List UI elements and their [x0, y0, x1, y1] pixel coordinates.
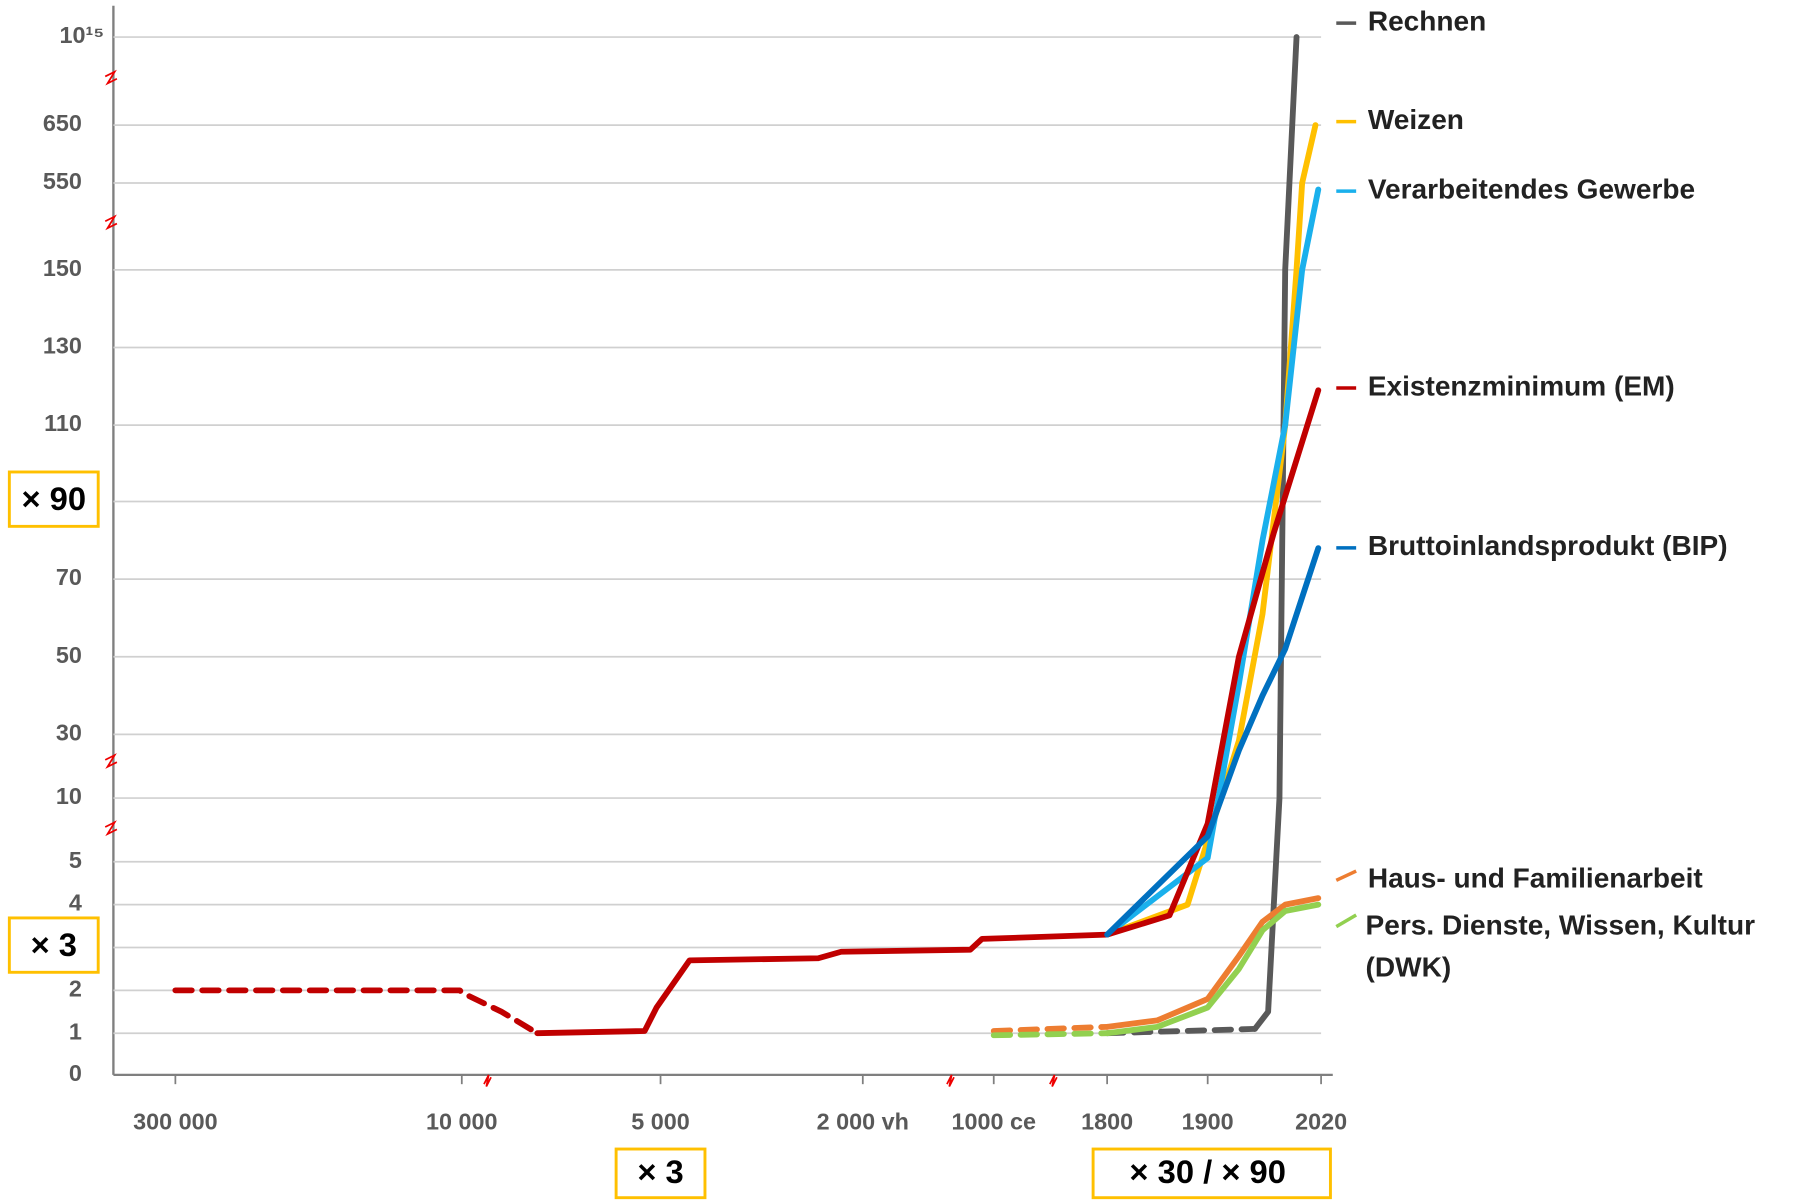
- series-line: [1104, 545, 1322, 938]
- y-tick-label: 650: [43, 110, 82, 136]
- series-line: [1104, 186, 1322, 938]
- y-tick-label: 110: [44, 410, 82, 436]
- legend-entry-wrap: Pers. Dienste, Wissen, Kultur (DWK): [1365, 910, 1756, 984]
- x-tick-label: 2020: [1295, 1109, 1347, 1135]
- x-tick-label: 1800: [1081, 1109, 1133, 1135]
- y-tick-label: 5: [69, 847, 82, 873]
- plot: 0 1 2 × 3 4 5 10 30 50 70 × 90 110 130 150 550 650 10¹⁵ 3…: [7, 6, 1756, 1200]
- series-line: [1104, 122, 1319, 938]
- annotation: × 3: [637, 1154, 683, 1190]
- x-tick-label: 300 000: [133, 1109, 217, 1135]
- x-tick-label: 2 000 vh: [817, 1109, 909, 1135]
- y-tick-label: 30: [56, 720, 82, 746]
- series-line: [172, 987, 541, 1037]
- axis-break: [104, 69, 118, 86]
- y-tick-label: 1: [69, 1018, 82, 1044]
- series-line: [990, 1023, 1111, 1034]
- y-tick-label: 550: [43, 168, 82, 194]
- y-tick-label: 130: [43, 333, 82, 359]
- axis-break: [483, 1074, 492, 1087]
- axis-break: [946, 1074, 955, 1087]
- y-tick-label: × 90: [21, 481, 86, 517]
- y-tick-label: 4: [69, 890, 82, 916]
- annotation: × 30 / × 90: [1129, 1154, 1286, 1190]
- series-line: [534, 387, 1322, 1037]
- y-tick-label: 2: [69, 976, 82, 1002]
- y-tick-label: 10¹⁵: [59, 22, 104, 48]
- y-tick-label: 0: [69, 1060, 82, 1086]
- legend-label: Weizen: [1368, 104, 1464, 135]
- legend-label: Haus- und Familienarbeit: [1368, 863, 1703, 894]
- series-line: [1104, 895, 1322, 1030]
- axis-break: [104, 753, 118, 769]
- series-line: [990, 1030, 1111, 1039]
- x-tick-label: 10 000: [426, 1109, 498, 1135]
- y-tick-label: 10: [56, 783, 82, 809]
- series-line: [1104, 901, 1322, 1037]
- series-line: [1251, 34, 1300, 1032]
- annotation-box: [1091, 1147, 1332, 1200]
- y-tick-label: 150: [43, 255, 82, 281]
- axis-break: [104, 214, 118, 231]
- x-tick-label: 5 000: [631, 1109, 690, 1135]
- legend-label: Verarbeitendes Gewerbe: [1368, 174, 1695, 205]
- x-tick-label: 1900: [1182, 1109, 1234, 1135]
- label-box: [7, 470, 100, 528]
- axis-break: [1049, 1074, 1058, 1087]
- legend-label: Existenzminimum (EM): [1368, 370, 1675, 401]
- legend-label: Rechnen: [1368, 6, 1486, 37]
- annotation-box: [614, 1147, 707, 1200]
- legend-swatch: [1335, 869, 1357, 882]
- x-tick-label: 1000 ce: [951, 1109, 1036, 1135]
- legend-swatch: [1335, 913, 1358, 929]
- legend-label: Pers. Dienste, Wissen, Kultur (DWK): [1365, 910, 1756, 984]
- axis-break: [104, 820, 118, 837]
- label-box: [7, 916, 100, 974]
- axis-breaks: [104, 69, 1058, 1087]
- y-tick-label: × 3: [31, 927, 77, 963]
- y-tick-label: 70: [56, 564, 82, 590]
- legend-label: Bruttoinlandsprodukt (BIP): [1368, 530, 1728, 561]
- y-tick-label: 50: [56, 642, 82, 668]
